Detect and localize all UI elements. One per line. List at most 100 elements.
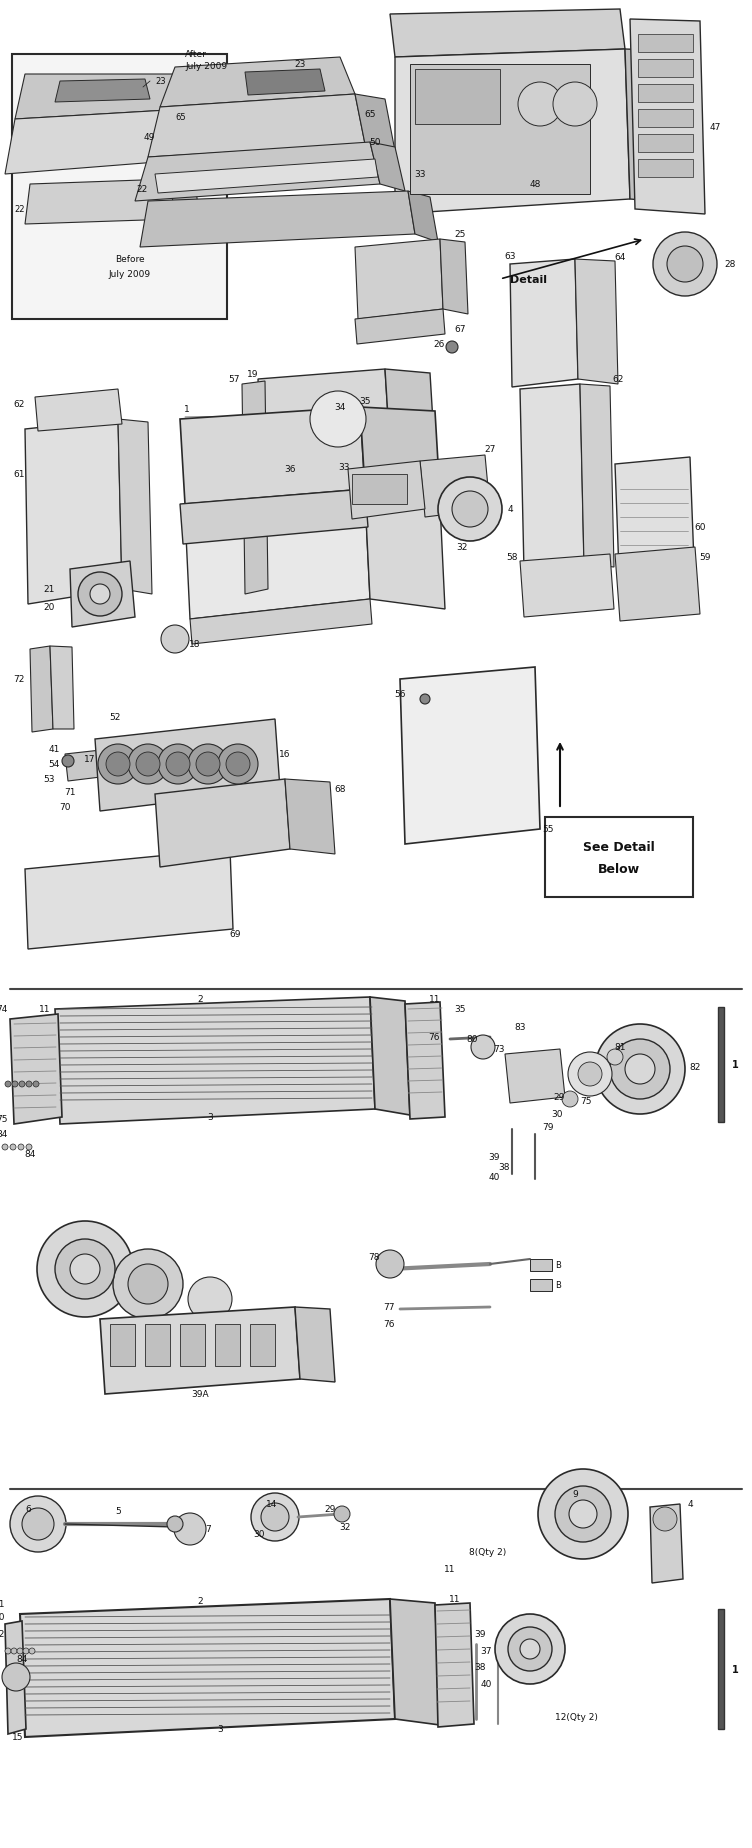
Text: 58: 58 — [507, 553, 518, 562]
Polygon shape — [155, 161, 378, 194]
Text: B: B — [555, 1281, 561, 1290]
Circle shape — [17, 1648, 23, 1654]
Polygon shape — [118, 419, 152, 595]
Circle shape — [18, 1144, 24, 1149]
Text: 71: 71 — [64, 787, 76, 796]
Text: 40: 40 — [481, 1680, 492, 1689]
Text: 29: 29 — [324, 1504, 335, 1514]
Text: 11: 11 — [449, 1595, 461, 1604]
Text: 7: 7 — [205, 1525, 211, 1534]
Text: After: After — [185, 50, 207, 59]
Polygon shape — [395, 50, 630, 214]
Polygon shape — [242, 383, 268, 595]
Polygon shape — [5, 1621, 26, 1733]
Text: 72: 72 — [14, 675, 25, 684]
Text: 32: 32 — [456, 543, 468, 553]
Polygon shape — [435, 1602, 474, 1728]
Text: 59: 59 — [699, 553, 711, 562]
Text: 33: 33 — [338, 464, 350, 473]
Text: 69: 69 — [229, 930, 241, 939]
Polygon shape — [190, 599, 372, 645]
Polygon shape — [35, 390, 122, 432]
Circle shape — [610, 1039, 670, 1100]
Text: 25: 25 — [454, 231, 465, 240]
Circle shape — [55, 1240, 115, 1299]
Polygon shape — [390, 1599, 440, 1724]
Circle shape — [128, 1264, 168, 1305]
Text: 80: 80 — [466, 1035, 478, 1044]
Text: Before: Before — [115, 255, 145, 264]
Text: 76: 76 — [384, 1319, 395, 1329]
Text: 75: 75 — [581, 1098, 592, 1105]
Polygon shape — [15, 76, 185, 120]
Text: 2: 2 — [197, 1597, 203, 1606]
Circle shape — [106, 752, 130, 776]
Polygon shape — [50, 647, 74, 730]
Polygon shape — [95, 719, 280, 811]
Polygon shape — [520, 384, 584, 571]
Text: 16: 16 — [279, 750, 291, 760]
Text: 67: 67 — [454, 325, 465, 334]
Circle shape — [19, 1081, 25, 1087]
Text: 40: 40 — [489, 1173, 500, 1183]
Text: 8(Qty 2): 8(Qty 2) — [469, 1547, 507, 1556]
Circle shape — [90, 584, 110, 604]
Circle shape — [22, 1508, 54, 1539]
Polygon shape — [615, 458, 695, 599]
Bar — [410, 65, 590, 194]
Polygon shape — [25, 419, 122, 604]
Text: 3: 3 — [207, 1112, 213, 1122]
Text: 84: 84 — [24, 1149, 35, 1159]
Text: 39A: 39A — [191, 1390, 209, 1399]
Circle shape — [10, 1144, 16, 1149]
Text: 1: 1 — [732, 1059, 738, 1070]
Polygon shape — [5, 109, 195, 176]
Polygon shape — [385, 370, 435, 456]
Text: 4: 4 — [687, 1501, 693, 1508]
Text: 49: 49 — [144, 133, 155, 142]
Bar — [638, 161, 693, 177]
Text: 29: 29 — [553, 1092, 565, 1101]
Polygon shape — [580, 384, 614, 567]
Circle shape — [261, 1502, 289, 1532]
Text: 23: 23 — [294, 61, 305, 70]
Circle shape — [471, 1035, 495, 1059]
Circle shape — [218, 745, 258, 785]
Circle shape — [2, 1144, 8, 1149]
Circle shape — [595, 1024, 685, 1114]
Text: B: B — [555, 1260, 561, 1270]
Text: 30: 30 — [551, 1111, 563, 1118]
Text: 27: 27 — [484, 445, 496, 455]
Circle shape — [113, 1249, 183, 1319]
Circle shape — [653, 233, 717, 298]
Polygon shape — [185, 109, 220, 164]
Bar — [415, 70, 500, 126]
Text: 28: 28 — [724, 261, 735, 270]
Bar — [12, 55, 227, 320]
Text: 1: 1 — [732, 1663, 738, 1674]
Circle shape — [251, 1493, 299, 1541]
Polygon shape — [520, 554, 614, 617]
Text: 6: 6 — [25, 1504, 31, 1514]
Bar — [718, 1610, 724, 1730]
Circle shape — [26, 1081, 32, 1087]
Circle shape — [70, 1255, 100, 1284]
Circle shape — [33, 1081, 39, 1087]
Text: 19: 19 — [247, 370, 258, 379]
Polygon shape — [575, 261, 618, 384]
Text: 84: 84 — [0, 1129, 8, 1138]
Circle shape — [98, 745, 138, 785]
Text: 22: 22 — [137, 185, 148, 194]
Text: 75: 75 — [0, 1114, 8, 1124]
Circle shape — [5, 1081, 11, 1087]
Polygon shape — [440, 240, 468, 314]
Polygon shape — [140, 192, 415, 248]
Circle shape — [625, 1055, 655, 1085]
Bar — [530, 1258, 552, 1271]
Circle shape — [568, 1052, 612, 1096]
Text: July 2009: July 2009 — [185, 63, 227, 72]
Text: 74: 74 — [0, 1005, 8, 1015]
Circle shape — [438, 479, 502, 541]
Polygon shape — [245, 70, 325, 96]
Text: 62: 62 — [612, 375, 623, 384]
